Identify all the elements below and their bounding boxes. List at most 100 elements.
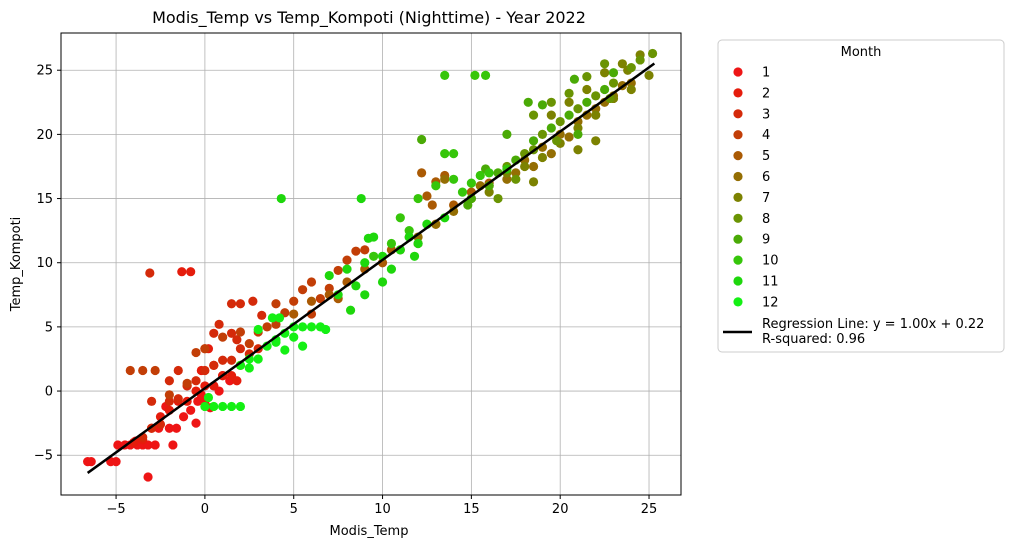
legend-label-month-2: 2: [762, 86, 770, 101]
legend-marker-month-7: [733, 192, 743, 202]
point-month-3-21: [257, 310, 267, 320]
point-month-4-5: [200, 344, 210, 354]
point-month-11-17: [377, 277, 388, 287]
point-month-8-2: [537, 129, 548, 139]
point-month-8-18: [552, 136, 562, 146]
legend-marker-month-8: [733, 213, 743, 223]
point-month-6-14: [528, 161, 539, 172]
data-points: [83, 48, 658, 482]
point-month-11-10: [386, 264, 397, 274]
point-month-4-13: [306, 277, 317, 287]
point-month-11-1: [356, 193, 366, 204]
point-month-4-6: [218, 332, 228, 342]
y-tick-label-6: 25: [36, 64, 53, 79]
point-month-9-14: [608, 68, 619, 78]
point-month-8-6: [608, 78, 619, 88]
point-month-9-7: [600, 84, 610, 95]
point-month-7-17: [591, 136, 601, 146]
point-month-6-15: [546, 149, 556, 159]
point-month-11-16: [360, 290, 370, 300]
point-month-12-0: [200, 401, 210, 412]
x-axis-ticks: −5 0 5 10 15 20 25: [106, 495, 657, 517]
point-month-9-0: [417, 134, 427, 145]
point-month-9-12: [523, 97, 533, 107]
point-month-12-16: [267, 313, 278, 323]
point-month-8-14: [600, 59, 610, 69]
legend-marker-month-12: [733, 297, 743, 307]
point-month-1-3: [111, 457, 121, 467]
point-month-6-13: [511, 168, 521, 178]
legend-label-month-5: 5: [762, 149, 770, 164]
legend-label-month-7: 7: [762, 191, 770, 206]
point-month-10-17: [395, 213, 405, 223]
x-tick-label-0: −5: [106, 502, 125, 517]
point-month-4-1: [138, 365, 148, 376]
point-month-9-4: [546, 123, 556, 133]
point-month-4-23: [262, 322, 272, 332]
point-month-3-18: [235, 299, 246, 309]
point-month-12-1: [209, 401, 219, 412]
x-tick-label-4: 15: [463, 502, 480, 517]
legend-marker-month-3: [733, 109, 743, 119]
point-month-1-27: [168, 440, 178, 450]
point-month-4-12: [298, 285, 308, 295]
legend-box: [717, 39, 1005, 353]
point-month-4-2: [150, 365, 160, 376]
point-month-7-14: [564, 97, 574, 107]
point-month-4-15: [324, 283, 334, 293]
y-axis-ticks: −5 0 5 10 15 20 25: [34, 64, 61, 464]
point-month-10-0: [440, 70, 450, 80]
point-month-10-12: [404, 226, 414, 236]
point-month-7-6: [591, 110, 601, 120]
point-month-12-20: [280, 345, 290, 355]
point-month-7-9: [644, 70, 654, 80]
point-month-12-23: [289, 332, 299, 342]
y-tick-label-2: 5: [45, 320, 53, 335]
point-month-8-13: [582, 72, 592, 82]
x-tick-label-3: 10: [374, 502, 391, 517]
point-month-1-10: [150, 440, 160, 450]
legend-label-month-4: 4: [762, 128, 770, 143]
y-tick-label-4: 15: [36, 192, 53, 207]
point-month-10-1: [470, 70, 480, 80]
point-month-7-15: [546, 110, 556, 120]
legend-label-month-10: 10: [762, 254, 779, 269]
point-month-12-14: [306, 322, 317, 332]
point-month-4-24: [191, 347, 201, 358]
point-month-7-16: [573, 145, 583, 155]
point-month-3-9: [209, 360, 219, 370]
x-tick-label-2: 5: [290, 502, 298, 517]
point-month-6-5: [502, 174, 512, 184]
point-month-8-16: [493, 193, 503, 204]
point-month-7-13: [582, 84, 592, 95]
point-month-7-12: [600, 68, 610, 78]
point-month-12-19: [244, 363, 254, 373]
point-month-10-15: [475, 170, 485, 181]
point-month-7-18: [528, 177, 539, 187]
point-month-9-13: [502, 129, 512, 139]
point-month-3-8: [200, 365, 210, 376]
point-month-4-11: [289, 296, 299, 306]
point-month-3-25: [214, 319, 224, 329]
point-month-8-3: [555, 116, 565, 127]
legend-marker-month-4: [733, 130, 743, 140]
point-month-9-6: [582, 97, 592, 107]
point-month-4-7: [235, 327, 246, 337]
x-tick-label-5: 20: [552, 502, 569, 517]
point-month-11-9: [351, 281, 361, 291]
point-month-7-2: [520, 161, 530, 172]
chart-title: Modis_Temp vs Temp_Kompoti (Nighttime) -…: [152, 8, 586, 28]
legend-label-month-9: 9: [762, 233, 770, 248]
point-month-12-18: [253, 324, 263, 335]
point-month-3-0: [145, 268, 155, 278]
point-month-2-14: [186, 267, 196, 277]
point-month-3-7: [191, 376, 201, 386]
point-month-10-14: [369, 251, 379, 261]
point-month-1-15: [171, 423, 182, 433]
point-month-3-23: [147, 396, 157, 406]
point-month-9-15: [573, 129, 583, 139]
legend-label-month-8: 8: [762, 212, 770, 227]
point-month-4-4: [182, 378, 192, 388]
point-month-1-1: [86, 457, 96, 467]
